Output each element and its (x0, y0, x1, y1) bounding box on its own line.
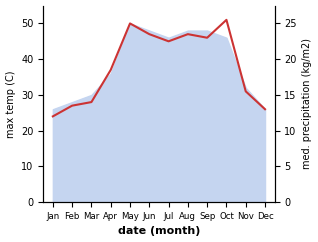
Y-axis label: med. precipitation (kg/m2): med. precipitation (kg/m2) (302, 38, 313, 169)
Y-axis label: max temp (C): max temp (C) (5, 70, 16, 138)
X-axis label: date (month): date (month) (118, 227, 200, 236)
